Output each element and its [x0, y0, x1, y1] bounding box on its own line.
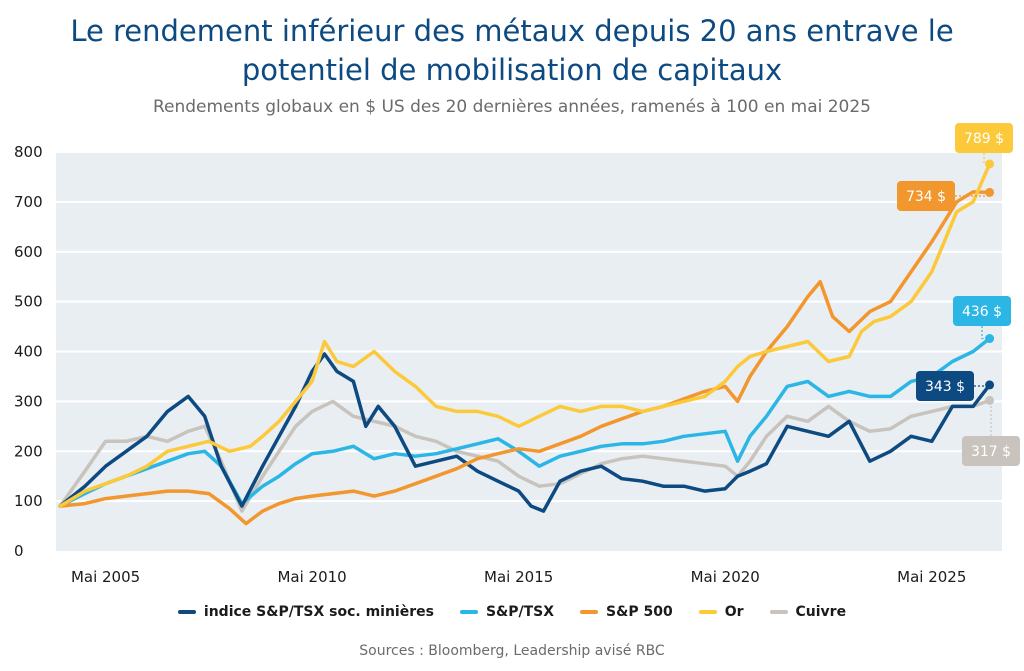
- end-value-badge-copper: [962, 436, 1020, 466]
- x-tick-label: Mai 2025: [897, 568, 966, 586]
- legend-item-sp500: S&P 500: [580, 604, 673, 620]
- legend-label-mining: indice S&P/TSX soc. minières: [203, 604, 434, 620]
- end-value-badge-mining: [916, 371, 974, 401]
- legend-swatch-tsx: [459, 610, 478, 614]
- legend-item-tsx: S&P/TSX: [459, 604, 555, 620]
- x-tick-label: Mai 2020: [691, 568, 760, 586]
- y-tick-label: 100: [14, 492, 43, 510]
- end-value-label-tsx: 436 $: [962, 304, 1002, 320]
- legend-label-sp500: S&P 500: [606, 604, 673, 620]
- chart-legend: indice S&P/TSX soc. minières S&P/TSX S&P…: [0, 604, 1024, 620]
- y-tick-label: 800: [14, 143, 43, 161]
- legend-swatch-sp500: [580, 610, 599, 614]
- callout-connector-mining: [974, 384, 991, 387]
- legend-swatch-gold: [698, 610, 717, 614]
- y-tick-label: 200: [14, 442, 43, 460]
- y-tick-label: 0: [14, 542, 24, 560]
- x-tick-label: Mai 2015: [484, 568, 553, 586]
- end-value-badge-tsx: [953, 296, 1011, 326]
- callout-connector-sp500: [955, 192, 991, 197]
- end-value-label-copper: 317 $: [971, 444, 1011, 460]
- end-value-label-sp500: 734 $: [906, 189, 946, 205]
- end-value-badge-sp500: [897, 181, 955, 211]
- legend-label-gold: Or: [724, 604, 744, 620]
- title-line-1: Le rendement inférieur des métaux depuis…: [70, 14, 954, 48]
- legend-swatch-copper: [769, 610, 788, 614]
- y-tick-label: 300: [14, 392, 43, 410]
- end-value-label-gold: 789 $: [964, 131, 1004, 147]
- legend-swatch-mining: [177, 610, 196, 614]
- y-tick-label: 400: [14, 343, 43, 361]
- series-end-point-sp500: [985, 187, 995, 197]
- series-line-tsx: [58, 336, 992, 508]
- title-line-2: potentiel de mobilisation de capitaux: [241, 53, 783, 87]
- legend-item-copper: Cuivre: [769, 604, 847, 620]
- series-line-mining: [58, 352, 992, 513]
- legend-item-gold: Or: [698, 604, 744, 620]
- callout-connector-tsx: [981, 326, 990, 340]
- end-value-badge-gold: [955, 123, 1013, 153]
- series-line-sp500: [58, 190, 992, 526]
- y-tick-label: 600: [14, 243, 43, 261]
- y-tick-label: 500: [14, 293, 43, 311]
- legend-label-copper: Cuivre: [795, 604, 847, 620]
- series-line-gold: [58, 162, 992, 508]
- chart-source: Sources : Bloomberg, Leadership avisé RB…: [359, 643, 665, 659]
- chart-subtitle: Rendements globaux en $ US des 20 derniè…: [152, 97, 872, 117]
- legend-label-tsx: S&P/TSX: [485, 604, 555, 620]
- callout-connector-copper: [989, 399, 992, 436]
- y-tick-label: 700: [14, 193, 43, 211]
- legend-item-mining: indice S&P/TSX soc. minières: [177, 604, 434, 620]
- end-value-label-mining: 343 $: [925, 379, 965, 395]
- page-title: Le rendement inférieur des métaux depuis…: [0, 12, 1024, 90]
- x-tick-label: Mai 2010: [277, 568, 346, 586]
- x-tick-label: Mai 2005: [71, 568, 140, 586]
